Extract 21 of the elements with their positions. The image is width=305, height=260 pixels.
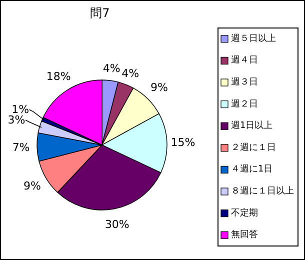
data-label: 15% [170,136,196,149]
legend-label: 週1日以上 [231,120,273,132]
legend-label: 週５日以上 [231,32,276,44]
data-label: 9% [24,180,42,193]
legend-label: ８週に１日以上 [231,186,294,196]
data-label: 9% [150,81,168,94]
data-label: 3% [8,114,26,127]
data-label: 4% [122,66,140,80]
legend-label: 週３日 [231,76,258,88]
data-label: 7% [12,141,30,154]
legend-label: ２週に１日 [231,142,276,153]
chart-title: 問7 [90,6,110,20]
legend-label: 無回答 [231,229,258,240]
data-label: 1% [12,103,30,116]
data-label: 4% [102,62,120,76]
data-label: 18% [46,70,71,84]
legend-label: 不定期 [231,207,258,218]
data-label: 30% [104,218,130,232]
legend-label: 週４日 [231,54,258,66]
legend-label: ４週に1日 [231,164,273,175]
legend-label: 週２日 [231,98,258,110]
